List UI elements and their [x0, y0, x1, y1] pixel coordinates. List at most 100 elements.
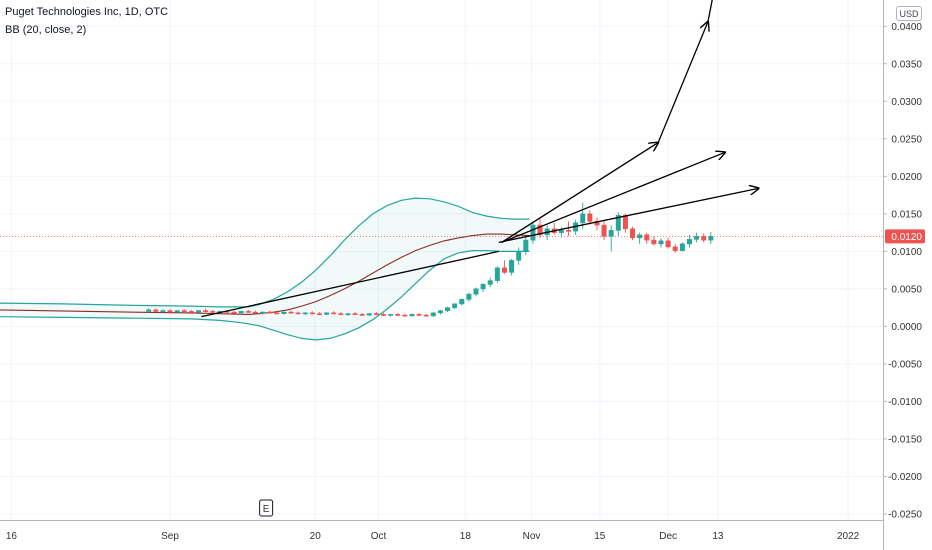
candle-body [437, 310, 443, 314]
y-tick-label: 0.0250 [891, 134, 922, 145]
candle [238, 310, 244, 314]
candle [566, 221, 572, 237]
candle [587, 210, 593, 225]
candle [174, 309, 180, 313]
candle [409, 313, 415, 317]
candle-body [658, 240, 664, 245]
candle [288, 310, 294, 314]
candle-body [537, 224, 543, 236]
candle [352, 312, 358, 316]
candle [395, 312, 401, 316]
candle-body [267, 311, 273, 314]
x-tick-label: Dec [659, 531, 677, 542]
candle [416, 312, 422, 316]
candle [686, 234, 692, 248]
candle-body [608, 230, 614, 237]
candle [644, 232, 650, 244]
candle [665, 237, 671, 249]
candle-body [260, 311, 266, 314]
candle [281, 311, 287, 315]
candle [594, 217, 600, 231]
price-badge [885, 229, 925, 244]
candle-body [630, 228, 636, 239]
candle-body [288, 311, 294, 314]
upper-band [0, 197, 530, 308]
candle-body [153, 309, 159, 312]
y-tick-label: 0.0100 [891, 247, 922, 258]
symbol-title: Puget Technologies Inc, 1D, OTC [5, 6, 169, 18]
candle-body [409, 314, 415, 317]
candle-body [694, 236, 700, 240]
candle-body [452, 303, 458, 308]
candle-body [566, 230, 572, 232]
x-tick-label: 13 [712, 531, 724, 542]
candle [509, 258, 515, 276]
candle [359, 312, 365, 316]
candle-body [345, 313, 351, 315]
candle [501, 260, 507, 274]
candle [302, 312, 308, 316]
candle-body [516, 251, 522, 261]
candle-body [331, 312, 337, 315]
candle [430, 312, 436, 317]
candle [252, 310, 258, 314]
x-tick-label: 18 [460, 531, 472, 542]
candle [615, 212, 621, 237]
candle-body [295, 312, 301, 315]
candle [694, 232, 700, 243]
candle-body [373, 313, 379, 315]
candle-body [430, 312, 436, 317]
candle [480, 282, 486, 292]
x-tick-label: Nov [523, 531, 541, 542]
candle-body [210, 311, 216, 313]
candle [487, 277, 493, 288]
candle-body [146, 309, 152, 312]
trendline [498, 188, 759, 244]
candle [630, 226, 636, 241]
candle-body [388, 314, 394, 316]
candle [516, 247, 522, 265]
candle-body [708, 236, 714, 241]
trendline [501, 143, 659, 243]
candle-body [395, 314, 401, 316]
candle-body [679, 243, 685, 251]
candle-body [196, 310, 202, 313]
candle [210, 309, 216, 313]
candle-body [167, 310, 173, 313]
y-tick-label: 0.0400 [891, 22, 922, 33]
candle [445, 306, 451, 313]
candle [188, 309, 194, 313]
y-tick-label: -0.0100 [888, 397, 922, 408]
candle-body [501, 267, 507, 273]
event-box [259, 499, 274, 517]
candle [551, 222, 557, 235]
event-marker[interactable]: E [259, 499, 274, 517]
candle-body [445, 307, 451, 311]
x-tick-label: 2022 [837, 531, 860, 542]
candle [672, 243, 678, 253]
candle [366, 312, 372, 316]
basis-line [0, 233, 530, 315]
trendlines [201, 0, 759, 318]
y-tick-label: -0.0050 [888, 359, 922, 370]
candle [345, 312, 351, 316]
candle-body [494, 267, 500, 281]
x-tick-label: Oct [371, 531, 387, 542]
candle [679, 242, 685, 252]
candle [316, 312, 322, 316]
candle [473, 287, 479, 297]
indicator-label[interactable]: BB (20, close, 2) [5, 24, 87, 36]
x-tick-label: 20 [310, 531, 322, 542]
candle [373, 312, 379, 316]
currency-label[interactable]: USD [896, 6, 922, 21]
candle-body [309, 312, 315, 315]
y-tick-label: 0.0200 [891, 172, 922, 183]
candle [260, 311, 266, 315]
candle [423, 313, 429, 317]
candle [402, 313, 408, 317]
candle [701, 233, 707, 243]
candle [196, 309, 202, 313]
candle [494, 266, 500, 283]
candle [309, 311, 315, 315]
